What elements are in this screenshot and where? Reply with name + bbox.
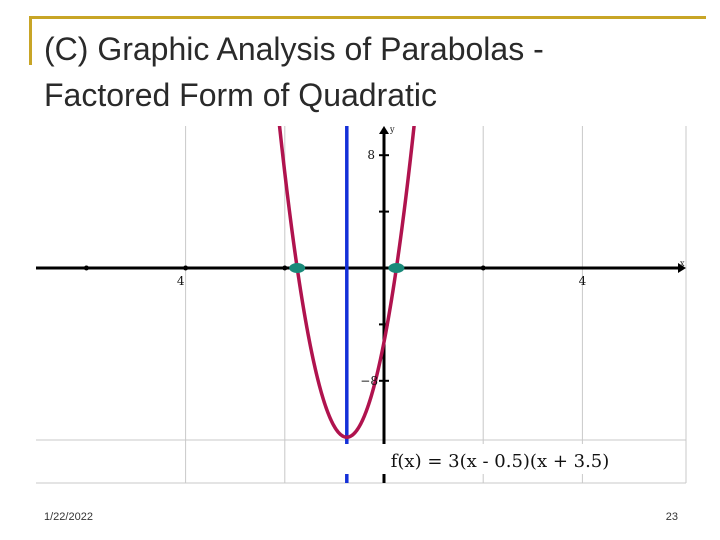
- x-tick-label-pos4: 4: [579, 274, 587, 288]
- graph-ticks: [83, 154, 486, 382]
- y-tick-label-neg8: −8: [360, 374, 378, 388]
- title-accent-top-line: [32, 16, 706, 19]
- slide-title-line-1: (C) Graphic Analysis of Parabolas -: [44, 31, 544, 67]
- x-axis-tick: [183, 265, 189, 271]
- x-axis-tick: [83, 265, 89, 271]
- y-axis-label: y: [389, 125, 395, 134]
- tick-labels: 4 4 8 −8 y x: [177, 125, 685, 388]
- equation-label-background: [324, 444, 678, 474]
- x-axis-arrow: [678, 263, 686, 273]
- slide-date: 1/22/2022: [44, 511, 93, 523]
- y-tick-label-pos8: 8: [367, 148, 375, 162]
- slide-title-line-2: Factored Form of Quadratic: [44, 77, 438, 113]
- x-axis-tick: [282, 265, 288, 271]
- slide-page-number: 23: [665, 511, 678, 523]
- x-axis-tick: [480, 265, 486, 271]
- equation-label: f(x) = 3(x - 0.5)(x + 3.5): [391, 451, 610, 472]
- graph-axes: [36, 126, 686, 483]
- root-point: [289, 263, 306, 273]
- y-axis-arrow: [379, 126, 389, 134]
- graph-grid: [36, 126, 687, 484]
- root-point: [388, 263, 405, 273]
- root-points: [289, 263, 405, 273]
- x-axis-label: x: [680, 259, 685, 268]
- title-accent-left-line: [29, 16, 32, 65]
- slide-title: (C) Graphic Analysis of Parabolas - Fact…: [44, 26, 704, 118]
- parabola-curve: [277, 126, 416, 439]
- x-tick-label-neg4: 4: [177, 274, 185, 288]
